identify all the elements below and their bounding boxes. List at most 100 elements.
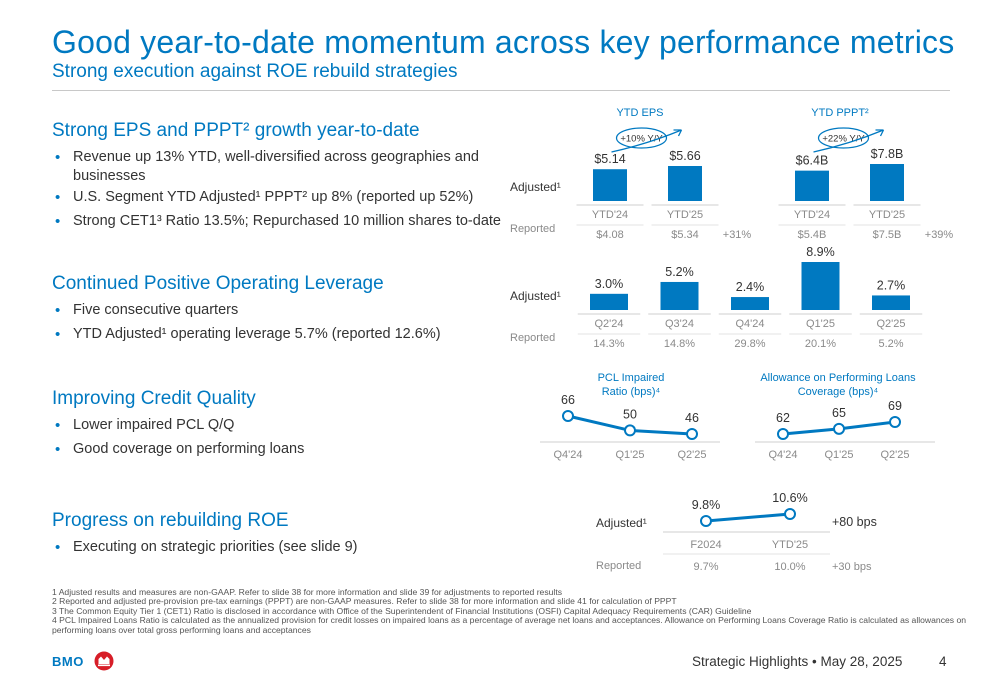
footnote: 2 Reported and adjusted pre-provision pr… bbox=[52, 596, 677, 607]
x-tick-label: YTD'25 bbox=[667, 209, 703, 221]
x-tick-label: Q3'24 bbox=[665, 318, 694, 330]
bmo-roundel-icon bbox=[94, 651, 114, 671]
x-tick-label: Q2'25 bbox=[677, 449, 706, 461]
bar bbox=[801, 262, 840, 310]
reported-change: +31% bbox=[723, 229, 752, 241]
chart-title: YTD PPPT² bbox=[811, 107, 869, 119]
adjusted-label: Adjusted¹ bbox=[510, 289, 561, 303]
x-tick-label: YTD'25 bbox=[772, 539, 808, 551]
page-subtitle: Strong execution against ROE rebuild str… bbox=[52, 61, 458, 82]
chart-title: YTD EPS bbox=[616, 107, 663, 119]
growth-badge bbox=[817, 127, 870, 149]
page-number: 4 bbox=[939, 654, 947, 669]
reported-value: 14.3% bbox=[593, 338, 624, 350]
growth-arrow bbox=[611, 129, 682, 153]
reported-label: Reported bbox=[510, 223, 556, 235]
section-heading-credit: Improving Credit Quality bbox=[52, 388, 256, 409]
bar bbox=[872, 295, 910, 310]
bar-value-label: 3.0% bbox=[595, 277, 624, 291]
bar bbox=[593, 169, 627, 201]
chart-title: Ratio (bps)⁴ bbox=[602, 386, 661, 398]
data-label: 50 bbox=[623, 407, 637, 421]
reported-value: $5.4B bbox=[798, 229, 827, 241]
section-heading-leverage: Continued Positive Operating Leverage bbox=[52, 273, 384, 294]
x-tick-label: Q2'25 bbox=[876, 318, 905, 330]
bar bbox=[795, 170, 829, 201]
bar-value-label: 8.9% bbox=[806, 245, 835, 259]
reported-value: 9.7% bbox=[693, 561, 718, 573]
reported-value: 10.0% bbox=[774, 561, 805, 573]
data-label: 10.6% bbox=[772, 491, 807, 505]
chart-title: Allowance on Performing Loans bbox=[760, 372, 916, 384]
x-tick-label: Q2'25 bbox=[880, 449, 909, 461]
roe-change: +80 bps bbox=[832, 515, 877, 529]
footnote: 4 PCL Impaired Loans Ratio is calculated… bbox=[52, 615, 967, 635]
bullet-item: Five consecutive quarters bbox=[55, 301, 493, 320]
reported-label: Reported bbox=[596, 560, 642, 572]
bar bbox=[731, 297, 769, 310]
bar-value-label: 5.2% bbox=[665, 265, 694, 279]
bar-value-label: 2.4% bbox=[736, 280, 765, 294]
x-tick-label: Q1'25 bbox=[806, 318, 835, 330]
data-point bbox=[777, 428, 789, 440]
reported-change: +30 bps bbox=[832, 561, 872, 573]
growth-badge-label: +10% Y/Y bbox=[620, 134, 663, 145]
x-tick-label: Q4'24 bbox=[768, 449, 797, 461]
adjusted-label: Adjusted¹ bbox=[596, 516, 647, 530]
footnotes: 1 Adjusted results and measures are non-… bbox=[52, 587, 967, 635]
bullet-item: Good coverage on performing loans bbox=[55, 440, 473, 459]
bar-value-label: $5.66 bbox=[669, 149, 700, 163]
chart-title: Coverage (bps)⁴ bbox=[798, 386, 879, 398]
bar-value-label: $7.8B bbox=[871, 147, 904, 161]
reported-value: $7.5B bbox=[873, 229, 902, 241]
data-point bbox=[624, 424, 636, 437]
header-divider bbox=[52, 90, 950, 91]
reported-value: 14.8% bbox=[664, 338, 695, 350]
growth-arrow bbox=[813, 129, 884, 153]
data-label: 66 bbox=[561, 393, 575, 407]
bullet-item: Executing on strategic priorities (see s… bbox=[55, 538, 473, 557]
reported-value: 20.1% bbox=[805, 338, 836, 350]
bullet-item: Revenue up 13% YTD, well-diversified acr… bbox=[55, 148, 493, 186]
data-label: 69 bbox=[888, 399, 902, 413]
data-point bbox=[700, 515, 712, 527]
data-label: 9.8% bbox=[692, 498, 721, 512]
reported-value: $5.34 bbox=[671, 229, 699, 241]
data-label: 62 bbox=[776, 411, 790, 425]
bullet-item: U.S. Segment YTD Adjusted¹ PPPT² up 8% (… bbox=[55, 188, 503, 207]
bar bbox=[660, 281, 699, 310]
reported-value: $4.08 bbox=[596, 229, 624, 241]
bullet-item: YTD Adjusted¹ operating leverage 5.7% (r… bbox=[55, 325, 493, 344]
growth-arrow-head bbox=[673, 129, 683, 137]
x-tick-label: YTD'25 bbox=[869, 209, 905, 221]
bar bbox=[590, 293, 628, 310]
data-point bbox=[686, 428, 698, 440]
growth-arrow-head bbox=[875, 129, 885, 137]
reported-label: Reported bbox=[510, 332, 556, 344]
x-tick-label: F2024 bbox=[690, 539, 721, 551]
reported-value: 5.2% bbox=[878, 338, 903, 350]
x-tick-label: Q2'24 bbox=[594, 318, 623, 330]
chart-title: PCL Impaired bbox=[598, 372, 665, 384]
data-label: 65 bbox=[832, 406, 846, 420]
bullet-item: Strong CET1³ Ratio 13.5%; Repurchased 10… bbox=[55, 212, 513, 231]
growth-badge-label: +22% Y/Y bbox=[822, 134, 865, 145]
x-tick-label: YTD'24 bbox=[794, 209, 830, 221]
section-heading-eps: Strong EPS and PPPT² growth year-to-date bbox=[52, 120, 420, 141]
reported-value: 29.8% bbox=[734, 338, 765, 350]
bar-value-label: $6.4B bbox=[796, 154, 829, 168]
adjusted-label: Adjusted¹ bbox=[510, 180, 561, 194]
bar-value-label: $5.14 bbox=[594, 152, 625, 166]
x-tick-label: Q1'25 bbox=[615, 449, 644, 461]
series-line bbox=[705, 512, 791, 523]
footnote: 3 The Common Equity Tier 1 (CET1) Ratio … bbox=[52, 605, 752, 616]
footer-text: Strategic Highlights • May 28, 2025 bbox=[692, 654, 903, 669]
x-tick-label: Q4'24 bbox=[553, 449, 582, 461]
page-title: Good year-to-date momentum across key pe… bbox=[52, 24, 955, 60]
bar bbox=[668, 166, 702, 201]
growth-badge bbox=[615, 127, 668, 149]
footnote: 1 Adjusted results and measures are non-… bbox=[52, 587, 563, 597]
data-point bbox=[562, 410, 574, 422]
x-tick-label: Q1'25 bbox=[824, 449, 853, 461]
